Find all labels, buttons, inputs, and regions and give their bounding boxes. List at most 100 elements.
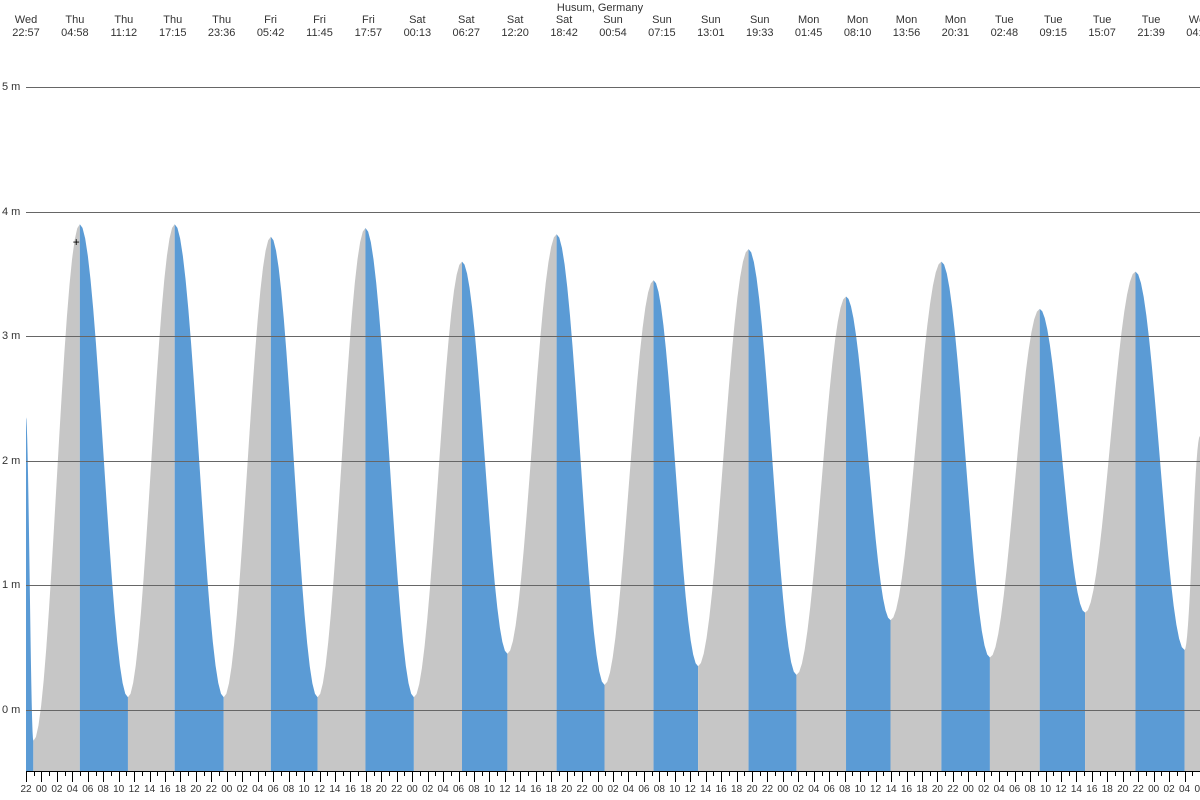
header-time: 02:48 — [979, 27, 1029, 40]
x-tick — [1038, 772, 1039, 776]
x-tick — [543, 772, 544, 776]
x-tick — [737, 772, 738, 782]
tide-chart: 0 m1 m2 m3 m4 m5 m+ — [26, 50, 1200, 772]
x-tick — [1100, 772, 1101, 776]
header-time: 13:56 — [882, 27, 932, 40]
x-tick — [1015, 772, 1016, 782]
x-tick — [775, 772, 776, 776]
x-tick — [1154, 772, 1155, 782]
x-hour-label: 12 — [499, 784, 510, 795]
x-hour-label: 12 — [685, 784, 696, 795]
x-tick — [667, 772, 668, 776]
x-hour-label: 12 — [314, 784, 325, 795]
x-hour-label: 12 — [870, 784, 881, 795]
header-label: Sat00:13 — [392, 14, 442, 39]
header-label: Tue09:15 — [1028, 14, 1078, 39]
x-tick — [173, 772, 174, 776]
x-tick — [1076, 772, 1077, 782]
x-tick — [188, 772, 189, 776]
x-tick — [404, 772, 405, 776]
header-time: 04:58 — [50, 27, 100, 40]
x-tick — [582, 772, 583, 782]
x-hour-label: 08 — [468, 784, 479, 795]
x-tick — [783, 772, 784, 782]
x-hour-label: 06 — [824, 784, 835, 795]
header-time: 21:39 — [1126, 27, 1176, 40]
header-label: Sun13:01 — [686, 14, 736, 39]
x-tick — [435, 772, 436, 776]
x-tick — [1030, 772, 1031, 782]
x-tick — [961, 772, 962, 776]
x-tick — [837, 772, 838, 776]
header-time: 00:54 — [588, 27, 638, 40]
x-hour-label: 14 — [1071, 784, 1082, 795]
x-tick — [590, 772, 591, 776]
x-tick — [721, 772, 722, 782]
tide-rising-area — [224, 237, 271, 772]
x-tick — [1053, 772, 1054, 776]
tide-rising-area — [1085, 272, 1135, 772]
x-hour-label: 00 — [407, 784, 418, 795]
x-hour-label: 22 — [20, 784, 31, 795]
x-tick — [991, 772, 992, 776]
header-time: 11:12 — [99, 27, 149, 40]
x-hour-label: 16 — [530, 784, 541, 795]
x-hour-label: 00 — [592, 784, 603, 795]
header-time: 17:15 — [148, 27, 198, 40]
x-hour-label: 06 — [1194, 784, 1200, 795]
header-day: Mon — [882, 14, 932, 27]
chart-title: Husum, Germany — [0, 2, 1200, 14]
tide-curve — [26, 50, 1200, 772]
y-axis-label: 5 m — [2, 81, 26, 93]
header-day: Thu — [50, 14, 100, 27]
header-day: Thu — [148, 14, 198, 27]
x-tick — [1130, 772, 1131, 776]
y-axis-label: 2 m — [2, 455, 26, 467]
x-tick — [822, 772, 823, 776]
x-hour-label: 02 — [978, 784, 989, 795]
gridline — [26, 336, 1200, 337]
tide-falling-area — [654, 280, 699, 772]
x-hour-label: 06 — [453, 784, 464, 795]
x-hour-label: 04 — [994, 784, 1005, 795]
x-hour-label: 22 — [762, 784, 773, 795]
x-tick — [1061, 772, 1062, 782]
x-tick — [984, 772, 985, 782]
x-hour-label: 00 — [221, 784, 232, 795]
x-tick — [389, 772, 390, 776]
x-tick — [358, 772, 359, 776]
header-day: Fri — [295, 14, 345, 27]
x-tick — [57, 772, 58, 782]
x-tick — [428, 772, 429, 782]
x-hour-label: 00 — [963, 784, 974, 795]
x-tick — [798, 772, 799, 782]
x-tick — [814, 772, 815, 782]
tide-rising-area — [414, 262, 462, 772]
x-tick — [204, 772, 205, 776]
gridline — [26, 461, 1200, 462]
header-label: Tue02:48 — [979, 14, 1029, 39]
x-tick — [381, 772, 382, 782]
tide-falling-area — [846, 296, 890, 772]
header-time: 05:42 — [246, 27, 296, 40]
x-hour-label: 20 — [190, 784, 201, 795]
x-hour-label: 22 — [1133, 784, 1144, 795]
x-tick — [937, 772, 938, 782]
header-time: 18:42 — [539, 27, 589, 40]
header-day: Tue — [979, 14, 1029, 27]
header-label: Sun00:54 — [588, 14, 638, 39]
x-tick — [760, 772, 761, 776]
header-label: Thu11:12 — [99, 14, 149, 39]
x-tick — [899, 772, 900, 776]
x-hour-label: 22 — [947, 784, 958, 795]
x-tick — [1123, 772, 1124, 782]
x-tick — [397, 772, 398, 782]
tide-rising-area — [33, 224, 79, 772]
tide-rising-area — [698, 249, 748, 772]
header-label: Sat06:27 — [441, 14, 491, 39]
header-day: Wed — [1175, 14, 1200, 27]
x-tick — [165, 772, 166, 782]
x-hour-label: 02 — [1164, 784, 1175, 795]
x-tick — [142, 772, 143, 776]
header-time: 09:15 — [1028, 27, 1078, 40]
